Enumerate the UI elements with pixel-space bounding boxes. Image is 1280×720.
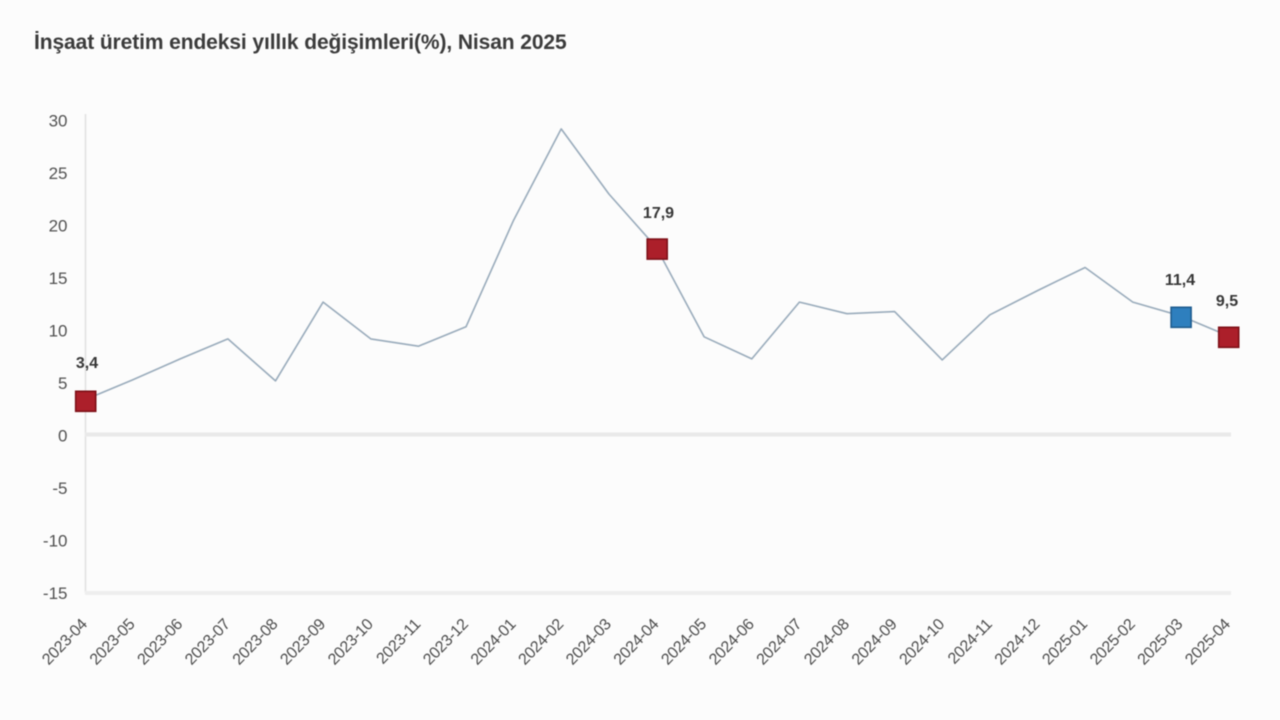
svg-text:2024-02: 2024-02 xyxy=(516,616,568,669)
svg-text:10: 10 xyxy=(49,322,68,341)
svg-text:2024-07: 2024-07 xyxy=(754,616,806,669)
svg-text:2025-03: 2025-03 xyxy=(1135,616,1187,669)
svg-text:2023-09: 2023-09 xyxy=(277,616,329,669)
svg-text:2024-09: 2024-09 xyxy=(849,616,901,669)
svg-text:2024-11: 2024-11 xyxy=(945,616,996,668)
svg-text:2024-01: 2024-01 xyxy=(468,616,520,669)
svg-text:9,5: 9,5 xyxy=(1216,293,1238,310)
svg-text:2024-12: 2024-12 xyxy=(992,616,1044,669)
svg-text:2023-11: 2023-11 xyxy=(374,616,425,668)
svg-text:5: 5 xyxy=(58,374,67,393)
svg-text:-15: -15 xyxy=(43,584,68,603)
svg-text:3,4: 3,4 xyxy=(76,355,98,372)
svg-text:-5: -5 xyxy=(52,479,67,498)
svg-text:20: 20 xyxy=(49,217,68,236)
svg-text:2025-04: 2025-04 xyxy=(1182,616,1234,669)
svg-text:2025-01: 2025-01 xyxy=(1039,616,1091,669)
svg-text:2024-06: 2024-06 xyxy=(706,616,758,669)
svg-text:2023-07: 2023-07 xyxy=(182,616,234,669)
svg-text:2024-04: 2024-04 xyxy=(611,616,663,669)
svg-text:2024-08: 2024-08 xyxy=(801,616,853,669)
svg-text:0: 0 xyxy=(58,427,67,446)
svg-text:2025-02: 2025-02 xyxy=(1087,616,1139,669)
svg-text:2023-10: 2023-10 xyxy=(325,616,377,669)
svg-text:25: 25 xyxy=(49,164,68,183)
svg-text:30: 30 xyxy=(49,112,68,131)
svg-text:2024-03: 2024-03 xyxy=(563,616,615,669)
svg-text:2023-04: 2023-04 xyxy=(39,616,91,669)
svg-text:2023-05: 2023-05 xyxy=(87,616,139,669)
svg-text:2023-06: 2023-06 xyxy=(135,616,187,669)
svg-text:2024-05: 2024-05 xyxy=(658,616,710,669)
svg-text:2024-10: 2024-10 xyxy=(897,616,949,669)
svg-text:15: 15 xyxy=(49,269,68,288)
svg-text:17,9: 17,9 xyxy=(643,205,674,222)
svg-text:11,4: 11,4 xyxy=(1165,272,1195,289)
svg-text:-10: -10 xyxy=(43,532,68,551)
svg-text:2023-08: 2023-08 xyxy=(230,616,282,669)
svg-text:2023-12: 2023-12 xyxy=(420,616,472,669)
